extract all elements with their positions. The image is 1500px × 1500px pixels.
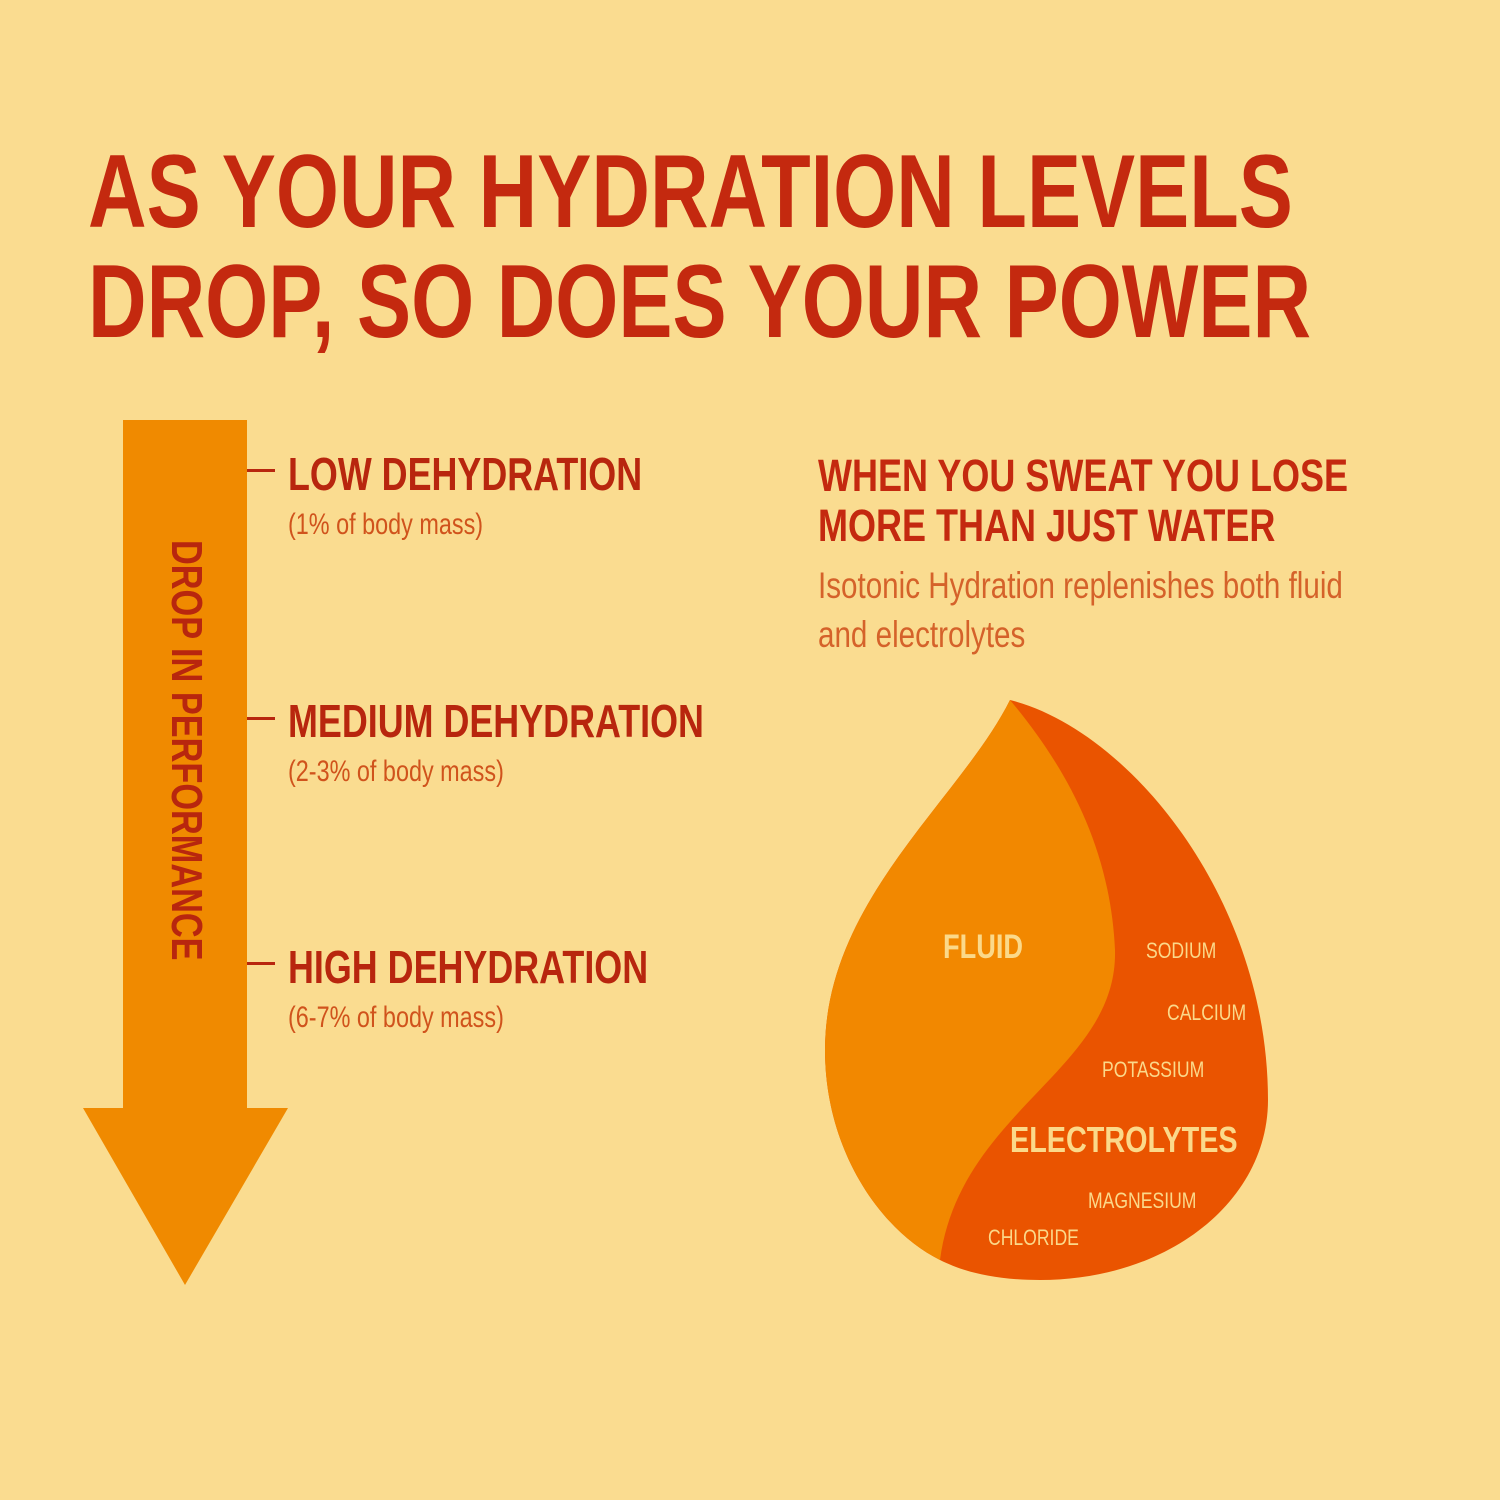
mineral-magnesium: MAGNESIUM xyxy=(1088,1189,1196,1213)
level-low-label: LOW DEHYDRATION xyxy=(288,448,643,500)
electrolytes-label: ELECTROLYTES xyxy=(1010,1119,1238,1160)
sweat-body-1: Isotonic Hydration replenishes both flui… xyxy=(818,565,1343,606)
level-medium-detail: (2-3% of body mass) xyxy=(288,755,504,788)
tick-low xyxy=(247,469,275,472)
mineral-sodium: SODIUM xyxy=(1146,939,1216,963)
level-low-detail: (1% of body mass) xyxy=(288,508,484,541)
mineral-calcium: CALCIUM xyxy=(1167,1001,1246,1025)
title-line-1: AS YOUR HYDRATION LEVELS xyxy=(88,134,1293,250)
level-high-detail: (6-7% of body mass) xyxy=(288,1001,504,1034)
mineral-chloride: CHLORIDE xyxy=(988,1226,1079,1250)
fluid-label: FLUID xyxy=(943,927,1023,966)
sweat-heading-1: WHEN YOU SWEAT YOU LOSE xyxy=(818,450,1349,501)
arrow-label: DROP IN PERFORMANCE xyxy=(162,540,211,961)
tick-medium xyxy=(247,717,275,720)
performance-arrow xyxy=(83,420,288,1285)
mineral-potassium: POTASSIUM xyxy=(1102,1058,1204,1082)
level-medium-label: MEDIUM DEHYDRATION xyxy=(288,695,704,747)
sweat-body-2: and electrolytes xyxy=(818,614,1026,655)
tick-high xyxy=(247,962,275,965)
sweat-heading-2: MORE THAN JUST WATER xyxy=(818,500,1276,551)
drop-fluid-area xyxy=(825,700,1116,1260)
level-high-label: HIGH DEHYDRATION xyxy=(288,941,649,993)
title-line-2: DROP, SO DOES YOUR POWER xyxy=(88,244,1312,360)
